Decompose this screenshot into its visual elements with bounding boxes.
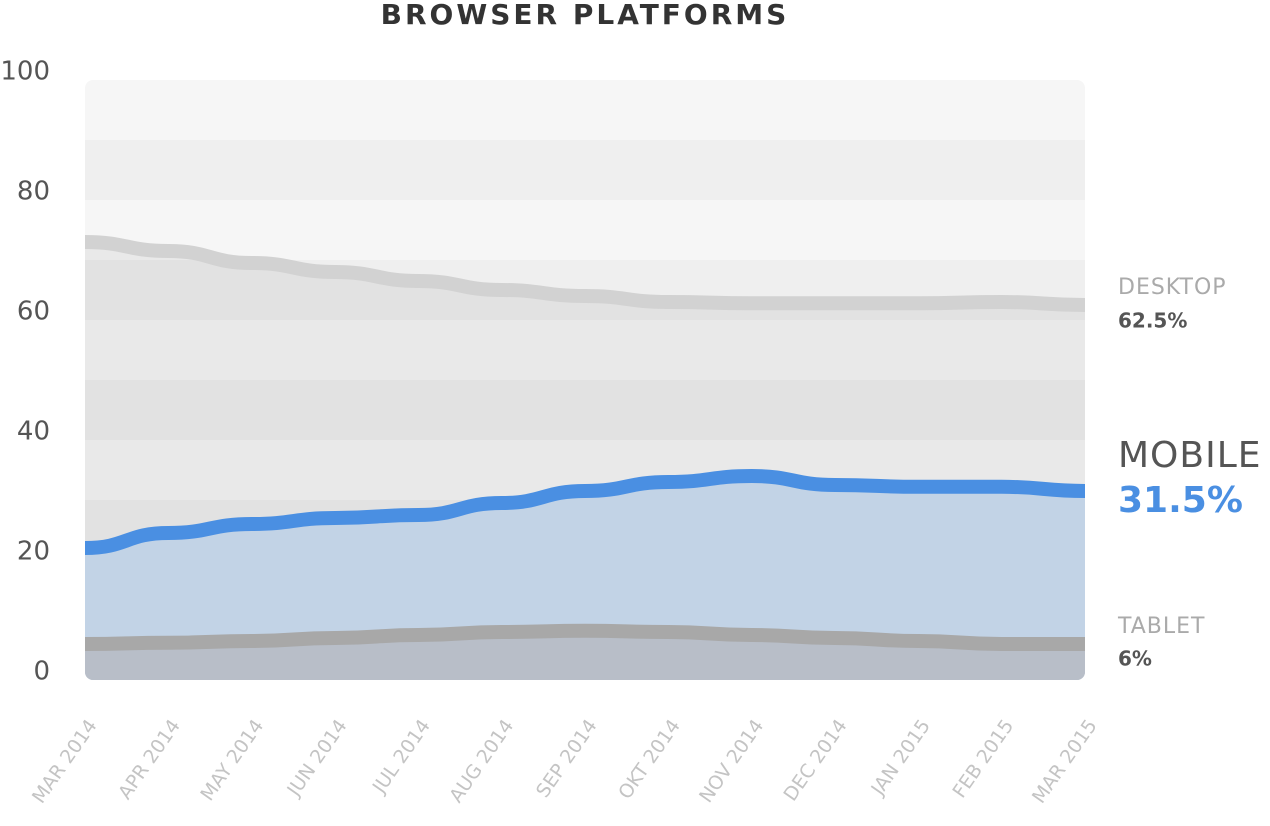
x-tick-label: OKT 2014 [614,715,685,803]
y-tick-label: 0 [33,657,50,687]
y-tick-label: 80 [17,177,50,207]
value-label: 62.5% [1118,309,1187,333]
y-tick-label: 40 [17,417,50,447]
x-tick-label: JAN 2015 [867,715,935,800]
y-tick-label: 60 [17,297,50,327]
x-tick-label: NOV 2014 [695,715,768,806]
x-tick-label: MAY 2014 [196,715,268,805]
x-tick-label: MAR 2014 [28,715,102,807]
series-line [85,235,1085,312]
y-tick-label: 20 [17,537,50,567]
x-tick-label: JUL 2014 [368,715,435,798]
series-line [85,468,1085,555]
x-tick-label: MAR 2015 [1028,715,1102,807]
value-label: 31.5% [1118,480,1243,521]
x-tick-label: FEB 2015 [948,715,1018,802]
grid-band [85,140,1085,200]
x-tick-label: DEC 2014 [779,715,851,805]
legend-label: TABLET [1117,614,1205,639]
plot-area [85,80,1085,680]
chart-title: BROWSER PLATFORMS [381,0,790,31]
y-tick-label: 100 [0,57,50,87]
x-tick-label: APR 2014 [114,715,185,803]
series-line [85,623,1085,652]
x-tick-label: AUG 2014 [445,715,518,806]
legend-label: DESKTOP [1118,275,1227,300]
x-tick-label: SEP 2014 [532,715,602,801]
grid-band [85,380,1085,440]
value-label: 6% [1118,647,1152,671]
series-area [85,476,1085,680]
legend-label: MOBILE [1118,435,1262,476]
x-tick-label: JUN 2014 [282,715,351,801]
